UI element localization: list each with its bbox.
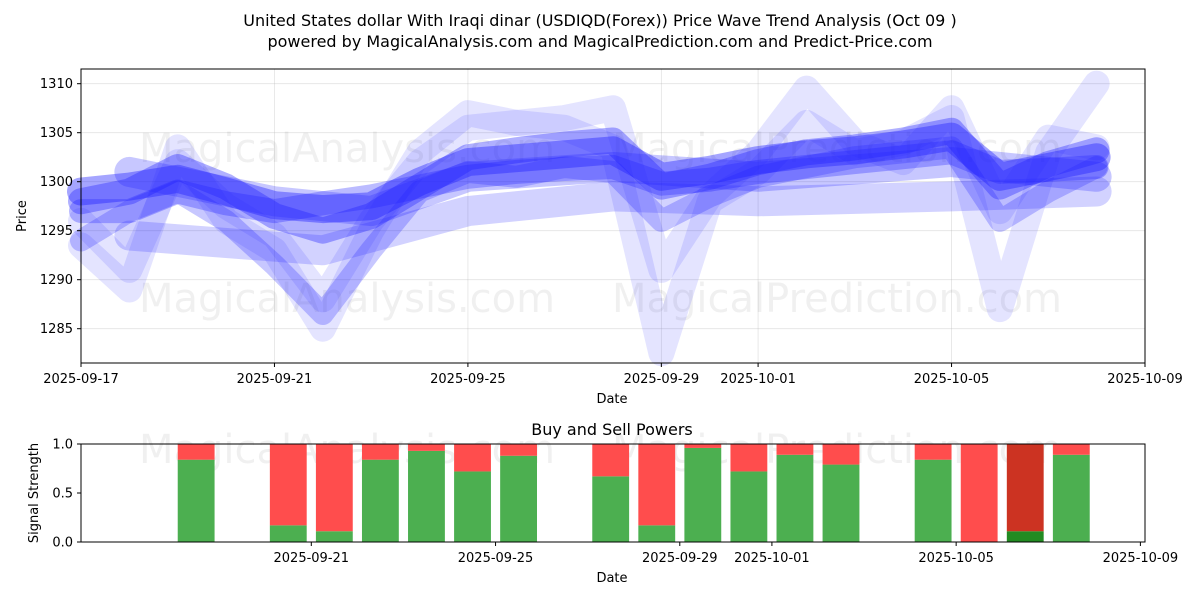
sell-bar [1006,444,1044,532]
buy-bar [361,459,399,542]
figure-title-line2: powered by MagicalAnalysis.com and Magic… [267,32,932,51]
sell-bar [822,444,860,465]
signal-y-label: Signal Strength [27,443,42,543]
watermark-prediction-top: MagicalPrediction.com [612,126,1062,172]
price-x-tick-label: 2025-09-17 [43,372,119,387]
watermark-analysis-mid: MagicalAnalysis.com [139,276,555,322]
sell-bar [960,444,998,542]
price-x-tick-label: 2025-10-09 [1107,372,1183,387]
buy-bar [914,459,952,542]
price-watermarks: MagicalAnalysis.com MagicalPrediction.co… [139,126,1062,322]
price-wave-line-5 [68,75,1110,313]
price-y-tick-label: 1310 [40,77,73,92]
price-wave-line-2 [69,140,1109,224]
signal-y-tick-label: 0.5 [52,487,73,502]
buy-bar [454,471,491,542]
buy-bar [315,531,353,542]
price-x-label: Date [596,392,627,407]
buy-bar [1006,531,1044,542]
buy-bar [822,464,860,542]
price-x-tick-label: 2025-10-05 [914,372,990,387]
buy-bar [592,476,630,542]
signal-x-tick-label: 2025-09-21 [274,551,350,566]
price-wave-line-1 [68,117,1110,244]
sell-bar [730,444,768,472]
sell-bar [638,444,676,526]
sell-bar [454,444,491,472]
buy-bar [730,471,768,542]
signal-x-tick-label: 2025-09-29 [642,551,718,566]
price-y-label: Price [15,200,30,232]
signal-x-ticks: 2025-09-21 2025-09-25 2025-09-29 2025-10-01… [274,542,1179,566]
watermark-analysis-top: MagicalAnalysis.com [139,126,555,172]
sell-bar [408,444,445,451]
price-y-tick-label: 1300 [40,175,73,190]
buy-bar [638,525,676,542]
sell-bar [684,444,722,448]
price-wave-line-7 [114,176,1112,266]
signal-bars [177,444,1090,542]
signal-x-tick-label: 2025-10-09 [1103,551,1179,566]
buy-bar [177,459,215,542]
price-grid [80,69,1146,363]
price-wave-chart: MagicalAnalysis.com MagicalPrediction.co… [15,68,1183,407]
price-y-tick-label: 1290 [40,273,73,288]
price-plot-frame [80,68,1146,364]
buy-bar [269,525,307,542]
price-x-tick-label: 2025-10-01 [720,372,796,387]
buy-bar [500,455,537,542]
price-wave-series [67,70,1112,367]
price-x-ticks: 2025-09-17 2025-09-21 2025-09-25 2025-09-29… [43,363,1183,387]
price-wave-line-3 [70,136,1108,325]
signal-x-label: Date [596,571,627,586]
buy-bar [776,454,814,542]
sell-bar [500,444,537,456]
buy-sell-chart: Buy and Sell Powers MagicalAnalysis.com … [27,420,1178,586]
buy-bar [684,447,722,542]
price-wave-line-0 [67,122,1111,224]
price-wave-line-6 [114,147,1112,227]
sell-bar [177,444,215,460]
figure-title-line1: United States dollar With Iraqi dinar (U… [243,11,956,30]
price-x-tick-label: 2025-09-29 [624,372,700,387]
sell-bar [1052,444,1090,455]
sell-bar [269,444,307,526]
price-x-tick-label: 2025-09-25 [430,372,506,387]
watermark-prediction-mid: MagicalPrediction.com [612,276,1062,322]
signal-x-tick-label: 2025-10-01 [734,551,810,566]
signal-y-tick-label: 1.0 [52,438,73,453]
sell-bar [361,444,399,460]
price-x-tick-label: 2025-09-21 [237,372,313,387]
signal-y-ticks: 0.0 0.5 1.0 [52,438,81,551]
signal-y-tick-label: 0.0 [52,536,73,551]
price-y-ticks: 1285 1290 1295 1300 1305 1310 [40,77,81,337]
sell-bar [776,444,814,455]
sell-bar [914,444,952,460]
sell-bar [315,444,353,532]
buy-bar [1052,454,1090,542]
buy-bar [408,450,445,542]
price-y-tick-label: 1305 [40,126,73,141]
price-plot-area [81,69,1145,363]
sell-bar [592,444,630,477]
signal-x-tick-label: 2025-09-25 [458,551,534,566]
price-y-tick-label: 1295 [40,224,73,239]
price-wave-line-4 [68,70,1110,367]
price-y-tick-label: 1285 [40,322,73,337]
signal-x-tick-label: 2025-10-05 [918,551,994,566]
buy-sell-title: Buy and Sell Powers [531,420,693,439]
